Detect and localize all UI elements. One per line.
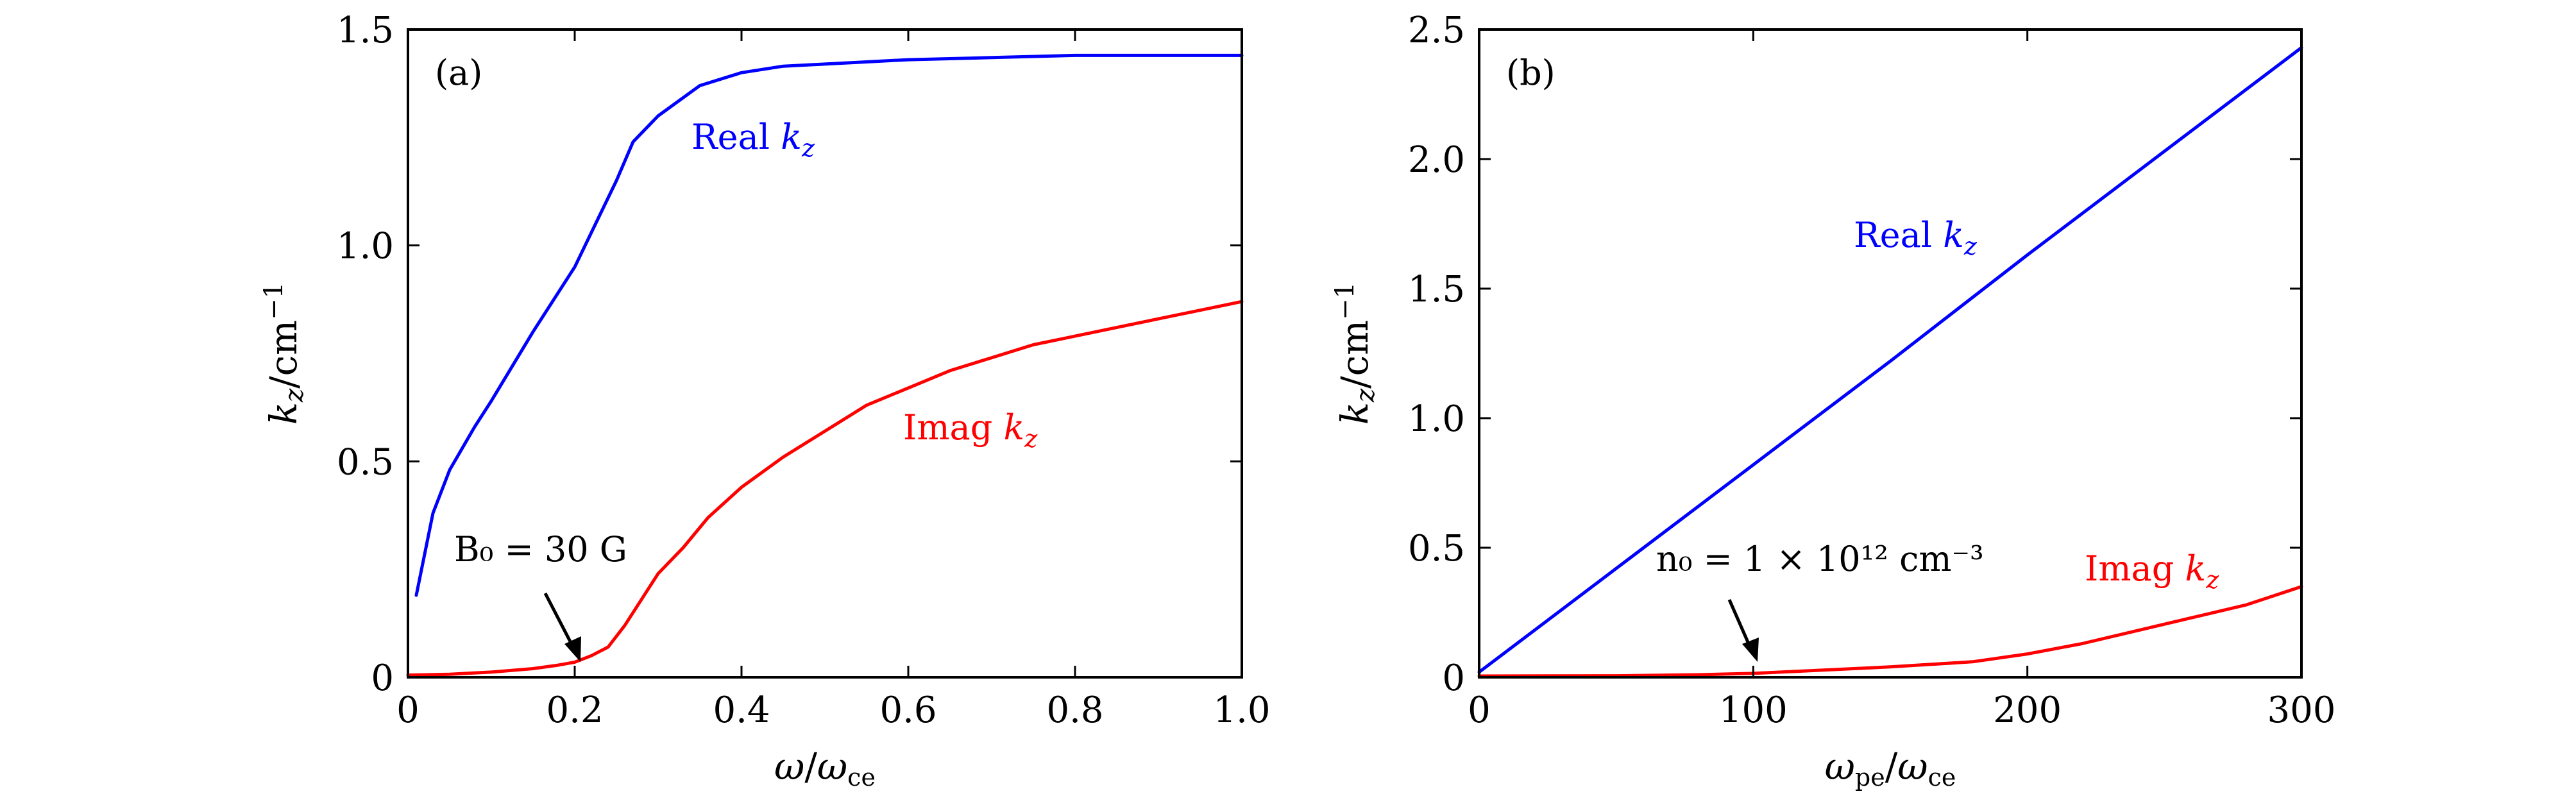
ytick-label: 1.0 [337,226,394,267]
xtick-label: 0.2 [546,689,603,731]
panel-a-arrow-shaft [543,592,575,648]
xtick-label: 1.0 [1213,689,1270,731]
panel-b-xlabel: ωpe/ωce [1825,745,1956,791]
panel-b-arrow-shaft [1727,598,1752,648]
panel-a-xticks: 0 0.2 0.4 0.6 0.8 1.0 [396,30,1271,731]
xtick-label: 200 [1993,689,2062,731]
panel-a-annotation: B₀ = 30 G [454,529,627,570]
xtick-label: 0.8 [1046,689,1103,731]
panel-a-ylabel: kz/cm−1 [259,282,309,425]
panel-b-ylabel: kz/cm−1 [1330,282,1380,425]
ytick-label: 0 [1442,657,1465,699]
panel-a-frame [407,28,1243,679]
xtick-label: 0 [396,689,419,731]
ytick-label: 2.0 [1408,139,1465,181]
panel-b-yticks: 0 0.5 1.0 1.5 2.0 2.5 [1408,10,2301,699]
panel-a-real-label: Real kz [691,117,815,162]
xtick-label: 0 [1468,689,1491,731]
ytick-label: 0.5 [1408,528,1465,570]
panel-b-annotation: n₀ = 1 × 10¹² cm⁻³ [1656,539,1984,579]
panel-b-xticks: 0 100 200 300 [1468,30,2335,731]
panel-a-series [406,53,1244,677]
series-line-real-k-z [1477,46,2303,674]
panel-a-label: (a) [435,53,482,93]
panel-a: 0 0.2 0.4 0.6 0.8 1.0 00.51.01.5 (a) Real kz … [259,10,1271,791]
series-line-real-k-z [414,53,1244,597]
panel-b-series [1477,46,2303,678]
panel-a-imag-label: Imag kz [903,407,1038,453]
series-line-imag-k-z [406,300,1244,677]
xtick-label: 0.6 [879,689,936,731]
series-line-imag-k-z [1477,585,2303,678]
ytick-label: 1.5 [337,10,394,51]
ytick-label: 1.0 [1408,398,1465,440]
panel-b-frame [1478,28,2303,679]
panel-a-arrow-head [564,636,581,662]
panel-b-real-label: Real kz [1854,215,1978,260]
ytick-label: 2.5 [1408,10,1465,51]
xtick-label: 300 [2267,689,2336,731]
panel-b: 0 100 200 300 00.51.01.52.02.5 (b) Real kz … [1330,10,2335,791]
panel-a-xlabel: ω/ωce [774,745,876,791]
ytick-label: 0.5 [337,441,394,483]
xtick-label: 100 [1719,689,1788,731]
panel-b-imag-label: Imag kz [2085,548,2219,594]
panel-b-arrow-head [1742,638,1759,662]
panel-a-yticks: 0 0.5 1.0 1.5 [337,10,1242,699]
ytick-label: 1.5 [1408,269,1465,310]
xtick-label: 0.4 [713,689,770,731]
ytick-label: 0 [371,657,394,699]
panel-b-label: (b) [1506,53,1555,93]
